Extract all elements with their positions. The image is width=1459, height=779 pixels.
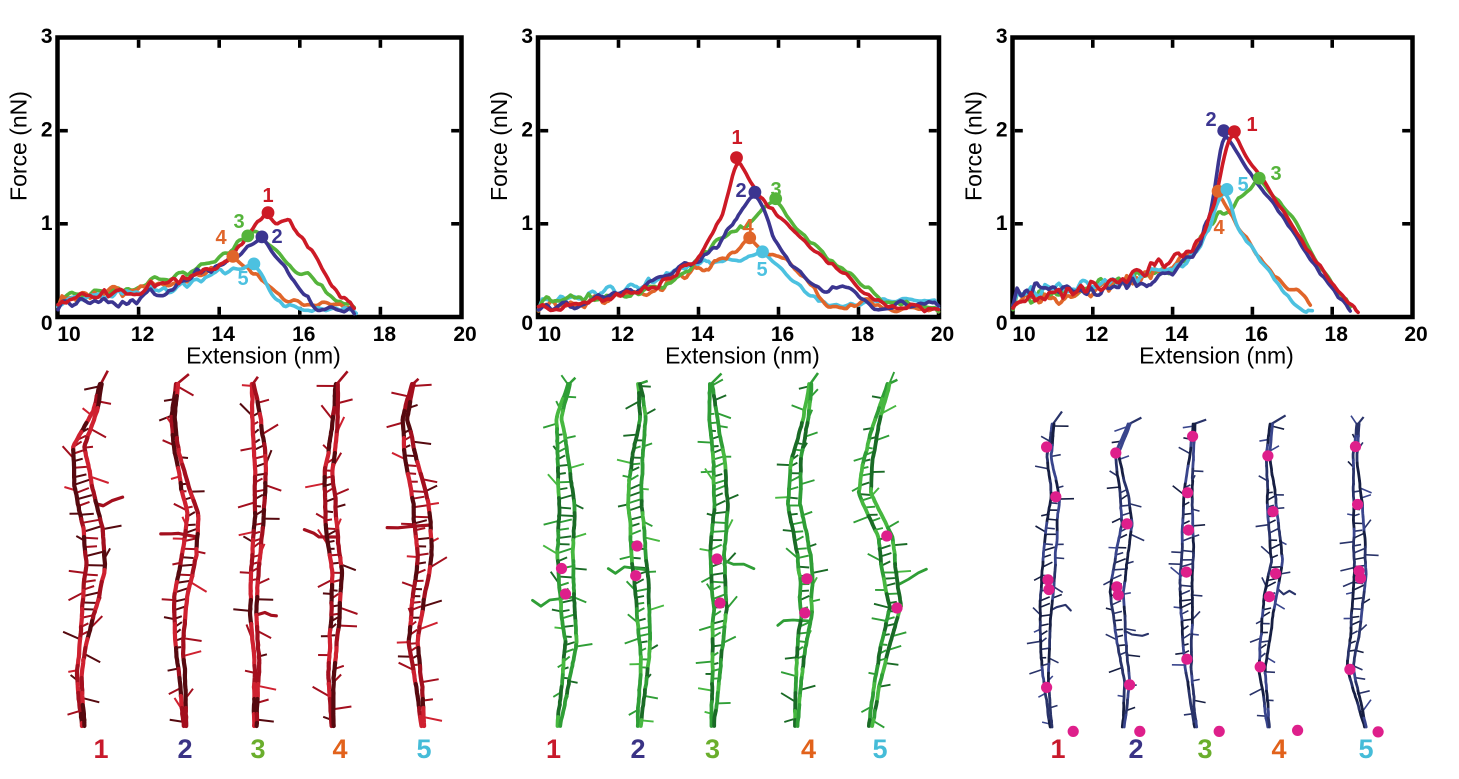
svg-text:Force (nN): Force (nN) [486, 91, 512, 201]
svg-text:3: 3 [521, 25, 533, 48]
svg-text:16: 16 [292, 323, 315, 346]
svg-text:1: 1 [731, 127, 742, 149]
svg-text:2: 2 [41, 119, 53, 142]
svg-text:18: 18 [373, 323, 397, 346]
svg-text:3: 3 [250, 734, 265, 764]
svg-text:5: 5 [416, 734, 431, 764]
svg-text:1: 1 [1246, 114, 1257, 136]
svg-text:3: 3 [1270, 163, 1281, 185]
svg-text:3: 3 [705, 734, 720, 764]
svg-text:20: 20 [931, 323, 954, 346]
svg-text:4: 4 [1271, 734, 1286, 764]
svg-text:12: 12 [611, 323, 634, 346]
svg-text:14: 14 [691, 323, 715, 346]
svg-text:20: 20 [453, 323, 476, 346]
svg-text:1: 1 [41, 212, 53, 235]
svg-text:3: 3 [41, 25, 53, 48]
svg-text:3: 3 [233, 211, 244, 233]
svg-text:20: 20 [1404, 323, 1427, 346]
svg-text:Force (nN): Force (nN) [6, 91, 32, 201]
svg-text:2: 2 [271, 226, 282, 248]
svg-text:1: 1 [546, 734, 561, 764]
svg-text:18: 18 [851, 323, 875, 346]
svg-text:12: 12 [1085, 323, 1108, 346]
svg-text:5: 5 [1358, 734, 1373, 764]
svg-text:4: 4 [801, 734, 816, 764]
svg-text:Extension (nm): Extension (nm) [186, 343, 341, 369]
svg-text:Extension (nm): Extension (nm) [665, 343, 820, 369]
svg-text:3: 3 [1197, 734, 1212, 764]
svg-text:0: 0 [521, 312, 533, 335]
svg-text:3: 3 [996, 25, 1008, 48]
svg-text:4: 4 [742, 216, 754, 238]
svg-text:16: 16 [1245, 323, 1268, 346]
svg-text:3: 3 [770, 179, 781, 201]
svg-text:Force (nN): Force (nN) [961, 91, 987, 201]
svg-text:16: 16 [771, 323, 794, 346]
svg-text:1: 1 [996, 212, 1008, 235]
svg-text:2: 2 [521, 119, 533, 142]
svg-text:1: 1 [93, 734, 108, 764]
svg-text:2: 2 [1205, 109, 1216, 131]
svg-text:14: 14 [1165, 323, 1189, 346]
svg-text:2: 2 [630, 734, 645, 764]
svg-text:12: 12 [131, 323, 154, 346]
svg-text:2: 2 [996, 119, 1008, 142]
svg-text:5: 5 [1237, 174, 1248, 196]
svg-text:5: 5 [237, 268, 248, 290]
svg-text:14: 14 [212, 323, 236, 346]
svg-text:Extension (nm): Extension (nm) [1139, 343, 1294, 369]
svg-text:1: 1 [1050, 734, 1065, 764]
svg-text:10: 10 [538, 323, 561, 346]
svg-text:10: 10 [57, 323, 80, 346]
svg-text:1: 1 [262, 185, 273, 207]
svg-text:4: 4 [332, 734, 347, 764]
svg-text:2: 2 [177, 734, 192, 764]
svg-text:4: 4 [1213, 217, 1225, 239]
svg-text:0: 0 [41, 312, 53, 335]
svg-text:5: 5 [872, 734, 887, 764]
svg-text:2: 2 [1128, 734, 1143, 764]
svg-text:4: 4 [215, 227, 227, 249]
svg-text:10: 10 [1012, 323, 1035, 346]
svg-text:5: 5 [756, 259, 767, 281]
svg-text:18: 18 [1325, 323, 1349, 346]
svg-text:0: 0 [996, 312, 1008, 335]
svg-text:2: 2 [735, 180, 746, 202]
svg-text:1: 1 [521, 212, 533, 235]
